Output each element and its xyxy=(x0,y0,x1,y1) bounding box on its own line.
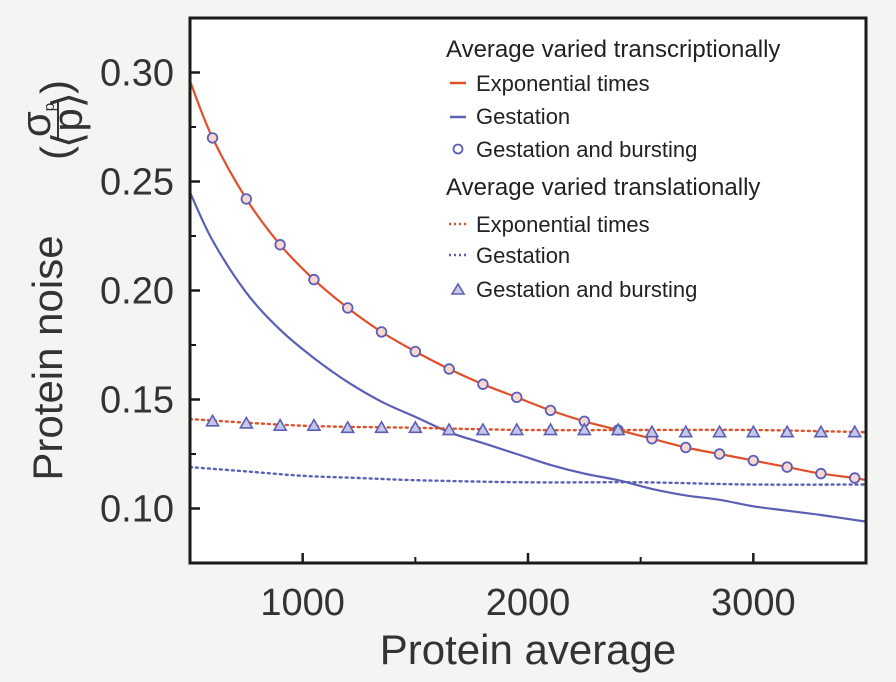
legend-label-gestation-translational: Gestation xyxy=(476,243,570,268)
y-axis-fraction: ( σp ⟨p⟩ ) xyxy=(12,80,91,160)
data-series xyxy=(188,80,868,523)
svg-text:): ) xyxy=(32,80,79,94)
triangle-marker xyxy=(205,413,220,427)
y-axis-label: Protein noise xyxy=(24,235,71,480)
triangle-marker xyxy=(340,420,356,434)
series-2 xyxy=(206,132,861,484)
y-tick-label: 0.20 xyxy=(100,271,174,313)
circle-marker xyxy=(409,345,422,358)
legend-swatch-circle xyxy=(452,143,464,155)
triangle-marker xyxy=(644,424,660,438)
circle-marker xyxy=(747,454,760,467)
triangle-marker xyxy=(306,418,322,431)
axis-ticks: 1000 2000 3000 0.10 0.15 0.20 0.25 0.30 xyxy=(100,17,867,624)
circle-marker xyxy=(815,467,827,480)
triangle-marker xyxy=(475,422,491,436)
circle-marker xyxy=(713,448,726,460)
series-4 xyxy=(188,465,868,486)
triangle-marker xyxy=(576,422,592,436)
circle-marker xyxy=(206,132,219,144)
series-5 xyxy=(205,413,863,438)
triangle-marker xyxy=(441,422,457,436)
circle-marker xyxy=(477,378,489,390)
y-tick-label: 0.10 xyxy=(100,489,174,531)
x-axis-label: Protein average xyxy=(380,626,677,673)
triangle-marker xyxy=(374,420,389,434)
legend-swatch-triangle xyxy=(450,282,466,295)
triangle-marker xyxy=(847,424,863,438)
circle-marker xyxy=(511,391,523,404)
triangle-marker xyxy=(779,424,795,438)
x-tick-label: 2000 xyxy=(486,582,571,624)
circle-marker xyxy=(680,441,692,454)
series-line xyxy=(188,465,868,486)
axes-frame xyxy=(188,16,868,565)
series-1 xyxy=(189,191,867,523)
legend-label-bursting-transcriptional: Gestation and bursting xyxy=(476,137,697,162)
y-fraction-denominator: ⟨p⟩ xyxy=(44,92,91,148)
series-line xyxy=(188,80,867,482)
circle-marker xyxy=(443,363,455,375)
triangle-marker xyxy=(272,418,288,431)
triangle-marker xyxy=(543,422,558,436)
plot-area xyxy=(190,18,866,563)
circle-marker xyxy=(781,461,793,473)
y-tick-label: 0.30 xyxy=(100,53,174,95)
triangle-marker xyxy=(238,415,254,429)
x-tick-label: 1000 xyxy=(260,582,345,624)
svg-text:(: ( xyxy=(32,146,79,160)
triangle-marker xyxy=(678,424,694,438)
circle-marker xyxy=(308,273,320,286)
legend-label-exp-translational: Exponential times xyxy=(476,212,650,237)
y-tick-label: 0.15 xyxy=(100,380,174,422)
legend-label-bursting-translational: Gestation and bursting xyxy=(476,277,697,302)
legend: Average varied transcriptionally Exponen… xyxy=(446,36,780,302)
legend-group1-title: Average varied transcriptionally xyxy=(446,36,780,63)
y-tick-label: 0.25 xyxy=(100,162,174,204)
triangle-marker xyxy=(610,422,626,436)
circle-marker xyxy=(240,193,253,205)
x-tick-label: 3000 xyxy=(711,582,796,624)
series-0 xyxy=(188,80,867,482)
triangle-marker xyxy=(407,420,423,434)
circle-marker xyxy=(342,302,354,314)
legend-label-exp-transcriptional: Exponential times xyxy=(476,71,650,96)
circle-marker xyxy=(375,326,388,338)
circle-marker xyxy=(544,404,557,417)
triangle-marker xyxy=(813,424,829,438)
triangle-marker xyxy=(712,424,727,438)
circle-marker xyxy=(849,472,861,484)
legend-label-gestation-transcriptional: Gestation xyxy=(476,104,570,129)
y-fraction-numerator: σp xyxy=(12,103,59,137)
triangle-marker xyxy=(745,424,761,438)
circle-marker xyxy=(274,239,286,251)
legend-group2-title: Average varied translationally xyxy=(446,174,760,201)
triangle-marker xyxy=(509,422,525,436)
series-line xyxy=(189,191,867,523)
